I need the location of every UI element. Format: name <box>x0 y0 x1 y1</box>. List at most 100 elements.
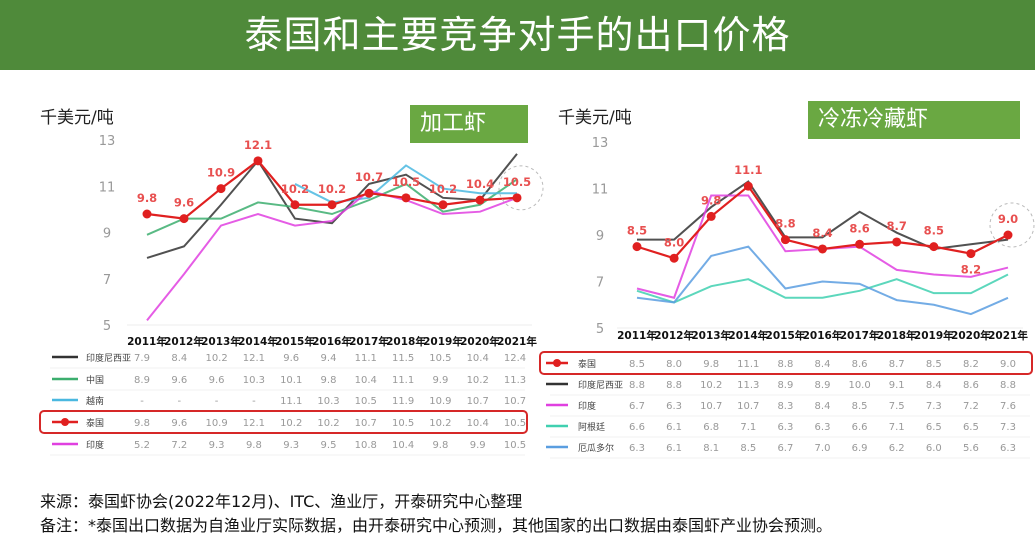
data-label: 10.9 <box>207 166 235 180</box>
table-cell: 9.1 <box>889 380 905 391</box>
data-label: 11.1 <box>734 163 762 177</box>
table-cell: 6.1 <box>666 443 682 454</box>
highlight-row-box <box>539 351 1033 375</box>
remark-note: 备注：*泰国出口数据为自渔业厅实际数据，由开泰研究中心预测，其他国家的出口数据由… <box>40 516 833 535</box>
table-cell: - <box>177 396 181 407</box>
data-label: 10.7 <box>355 170 383 184</box>
legend-marker-icon <box>553 359 561 367</box>
table-cell: 8.6 <box>852 359 868 370</box>
table-cell: 8.5 <box>926 359 942 370</box>
x-tick-label: 2021年 <box>988 329 1028 342</box>
x-tick-label: 2013年 <box>691 329 731 342</box>
table-cell: 11.3 <box>737 380 759 391</box>
table-cell: 6.3 <box>629 443 645 454</box>
table-cell: 9.6 <box>171 418 187 429</box>
table-cell: 8.4 <box>815 401 831 412</box>
table-cell: 7.5 <box>889 401 905 412</box>
data-point <box>364 188 374 198</box>
table-cell: 6.6 <box>629 422 645 433</box>
table-cell: 9.3 <box>283 440 299 451</box>
table-cell: 8.8 <box>777 359 793 370</box>
table-cell: 6.8 <box>703 422 719 433</box>
data-point <box>818 244 827 254</box>
series-line-印度 <box>146 189 518 321</box>
table-cell: 7.6 <box>1000 401 1016 412</box>
y-tick-label: 7 <box>103 273 111 288</box>
table-cell: 7.2 <box>963 401 979 412</box>
x-tick-label: 2017年 <box>840 329 880 342</box>
data-label: 9.8 <box>137 191 157 205</box>
data-point <box>216 184 226 194</box>
data-point <box>179 214 189 224</box>
table-row-label: 印度尼西亚 <box>86 352 131 364</box>
legend-marker-icon <box>61 418 69 426</box>
data-label: 8.0 <box>664 235 684 249</box>
data-point <box>142 209 152 219</box>
x-tick-label: 2017年 <box>349 335 389 348</box>
table-cell: 8.9 <box>815 380 831 391</box>
y-tick-label: 5 <box>103 319 111 334</box>
table-cell: 7.1 <box>889 422 905 433</box>
highlight-circle <box>989 202 1035 248</box>
data-point <box>253 156 263 166</box>
x-tick-label: 2020年 <box>460 335 500 348</box>
y-tick-label: 9 <box>596 229 604 244</box>
data-point <box>327 200 337 210</box>
table-cell: 10.5 <box>392 418 414 429</box>
table-cell: 10.9 <box>205 418 227 429</box>
table-cell: 6.5 <box>926 422 942 433</box>
table-cell: 10.4 <box>467 418 489 429</box>
x-tick-label: 2011年 <box>617 329 657 342</box>
table-cell: 7.3 <box>1000 422 1016 433</box>
table-cell: 6.6 <box>852 422 868 433</box>
table-cell: 6.3 <box>777 422 793 433</box>
table-cell: 9.3 <box>209 440 225 451</box>
data-point <box>438 200 448 210</box>
table-cell: 10.4 <box>392 440 414 451</box>
table-cell: 10.5 <box>429 353 451 364</box>
table-row-label: 印度 <box>86 439 104 451</box>
data-label: 8.2 <box>961 263 981 277</box>
data-point <box>855 239 865 249</box>
table-cell: 8.4 <box>926 380 942 391</box>
table-cell: 10.2 <box>429 418 451 429</box>
data-point <box>475 195 485 205</box>
highlight-circle <box>498 165 544 211</box>
table-cell: 11.5 <box>392 353 414 364</box>
table-cell: 10.3 <box>243 375 265 386</box>
data-point <box>966 249 976 259</box>
data-point <box>632 242 642 252</box>
data-label: 8.5 <box>627 224 647 238</box>
data-point <box>512 193 522 203</box>
table-cell: 9.0 <box>1000 359 1016 370</box>
source-note: 来源：泰国虾协会(2022年12月)、ITC、渔业厅，开泰研究中心整理 <box>40 492 523 511</box>
table-cell: 8.4 <box>171 353 187 364</box>
table-cell: 9.8 <box>246 440 262 451</box>
table-cell: 6.7 <box>629 401 645 412</box>
table-cell: 10.2 <box>205 353 227 364</box>
y-tick-label: 13 <box>592 136 609 151</box>
series-line-中国 <box>146 178 518 236</box>
data-label: 8.5 <box>924 224 944 238</box>
x-tick-label: 2019年 <box>914 329 954 342</box>
table-cell: 6.0 <box>926 443 942 454</box>
data-point <box>892 237 902 247</box>
x-tick-label: 2016年 <box>312 335 352 348</box>
table-row-label: 泰国 <box>86 417 104 429</box>
table-cell: 10.7 <box>355 418 377 429</box>
data-label: 9.6 <box>174 196 194 210</box>
table-cell: 11.9 <box>392 396 414 407</box>
table-cell: 5.2 <box>134 440 150 451</box>
table-cell: - <box>252 396 256 407</box>
x-tick-label: 2012年 <box>654 329 694 342</box>
y-tick-label: 5 <box>596 322 604 337</box>
x-tick-label: 2014年 <box>238 335 278 348</box>
x-tick-label: 2021年 <box>497 335 537 348</box>
table-cell: 10.2 <box>317 418 339 429</box>
table-cell: 8.9 <box>777 380 793 391</box>
table-row-label: 印度尼西亚 <box>578 379 623 391</box>
table-cell: 9.6 <box>283 353 299 364</box>
table-cell: 8.1 <box>703 443 719 454</box>
table-cell: 9.4 <box>321 353 337 364</box>
